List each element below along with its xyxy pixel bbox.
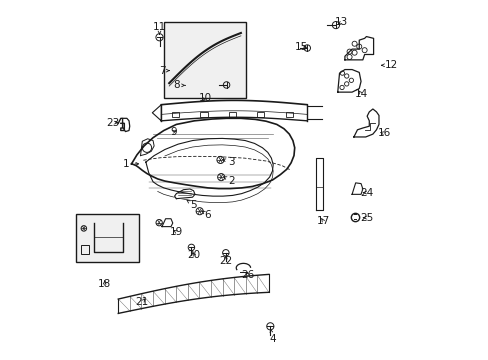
Text: 4: 4 (269, 330, 276, 343)
Text: 17: 17 (316, 216, 329, 226)
Text: 15: 15 (295, 42, 308, 52)
Text: 9: 9 (170, 127, 177, 136)
Bar (81, 244, 88, 253)
Text: 26: 26 (241, 270, 254, 280)
Text: 19: 19 (169, 227, 183, 237)
Text: 23: 23 (106, 118, 119, 128)
Polygon shape (353, 109, 378, 137)
FancyBboxPatch shape (76, 214, 139, 262)
Text: 7: 7 (159, 66, 169, 76)
Bar (228, 112, 236, 117)
Bar (172, 112, 179, 117)
Polygon shape (316, 158, 323, 211)
Text: 25: 25 (359, 213, 372, 222)
Text: 24: 24 (359, 188, 372, 198)
Text: 22: 22 (219, 256, 232, 266)
Polygon shape (337, 69, 360, 92)
Text: 3: 3 (222, 157, 235, 167)
Text: 8: 8 (173, 80, 185, 90)
Bar (200, 112, 207, 117)
Polygon shape (174, 189, 195, 199)
Polygon shape (351, 183, 362, 194)
Polygon shape (162, 219, 172, 226)
Polygon shape (344, 37, 373, 60)
FancyBboxPatch shape (163, 22, 246, 98)
Text: 14: 14 (354, 89, 367, 99)
Text: 18: 18 (98, 279, 111, 289)
Text: 13: 13 (334, 17, 347, 27)
Text: 16: 16 (377, 129, 390, 138)
Text: 11: 11 (153, 22, 166, 34)
Text: 2: 2 (223, 176, 235, 186)
Text: 6: 6 (201, 210, 210, 220)
Text: 5: 5 (187, 200, 197, 210)
Text: 20: 20 (187, 250, 201, 260)
Text: 21: 21 (135, 297, 149, 307)
Text: 1: 1 (122, 159, 138, 169)
Text: 12: 12 (381, 60, 397, 70)
Bar (257, 112, 264, 117)
Text: 10: 10 (198, 93, 211, 103)
Bar (285, 112, 292, 117)
